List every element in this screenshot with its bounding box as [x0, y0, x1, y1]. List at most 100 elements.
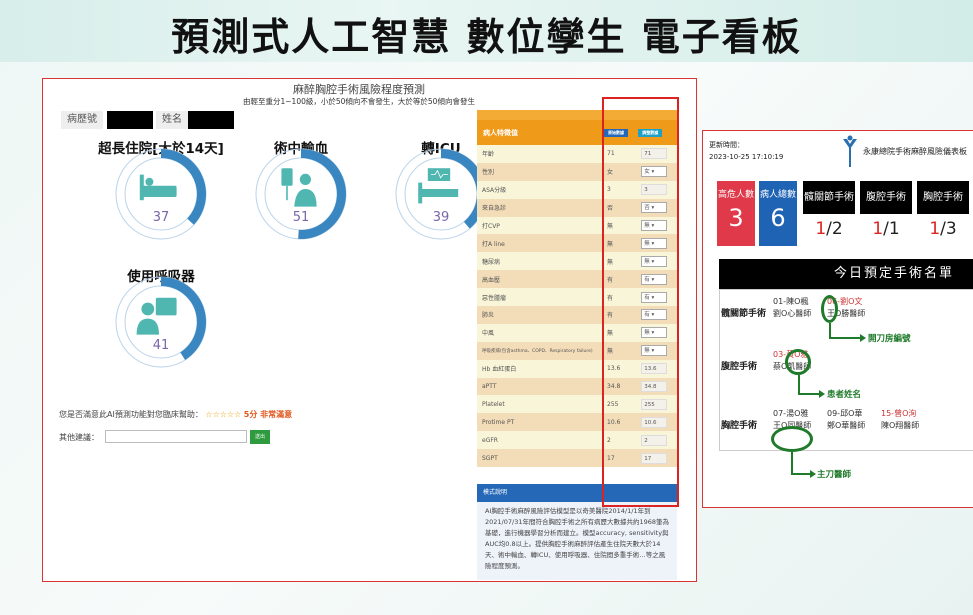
rating-score: 5分 非常滿意	[243, 410, 293, 419]
feature-value: 13.6	[602, 359, 637, 378]
high-risk-card: 高危人數 3	[717, 181, 755, 246]
adjust-data-button[interactable]: 調整數據	[638, 129, 663, 137]
feature-name: aPTT	[477, 377, 602, 396]
feature-select[interactable]: 無 ▾	[641, 327, 668, 339]
table-row: 糖尿病無無 ▾	[477, 252, 677, 271]
feature-input[interactable]: 17	[641, 452, 668, 464]
feature-value: 71	[602, 145, 637, 163]
feature-value: 10.6	[602, 413, 637, 432]
feature-value: 無	[602, 216, 637, 235]
category-fraction: 1/2	[815, 219, 843, 239]
feature-name: 中風	[477, 323, 602, 342]
suggestion-label: 其他建議：	[59, 433, 99, 442]
feature-select[interactable]: 有 ▾	[641, 273, 668, 285]
annotation-ring-patient	[785, 349, 811, 375]
category-fraction: 1/3	[929, 219, 957, 239]
update-value: 2023-10-25 17:10:19	[709, 153, 784, 161]
feature-input[interactable]: 255	[641, 398, 668, 410]
feature-name: 高血壓	[477, 270, 602, 289]
category-card: 髖關節手術	[803, 181, 855, 214]
schedule-item[interactable]: 07-湯O雅 王O同醫師	[773, 409, 812, 430]
table-row: SGPT 17 17	[477, 449, 677, 468]
table-row: 中風無無 ▾	[477, 323, 677, 342]
total-label: 病人總數	[759, 190, 796, 200]
hospital-logo-icon	[843, 135, 857, 167]
model-description-text: AI胸腔手術麻醉風險評估模型是以奇美醫院2014/1/1年到2021/07/31…	[477, 502, 677, 580]
suggestion-input[interactable]	[105, 430, 247, 443]
slide-title: 預測式人工智慧 數位孿生 電子看板	[171, 15, 802, 59]
table-row: Hb 血紅蛋白 13.6 13.6	[477, 359, 677, 378]
feature-select[interactable]: 無 ▾	[641, 220, 668, 231]
feature-select[interactable]: 有 ▾	[641, 291, 668, 303]
feature-value: 無	[602, 323, 637, 342]
feature-name: Hb 血紅蛋白	[477, 359, 602, 378]
annotation-room: 開刀房編號	[868, 334, 911, 344]
feature-value: 無	[602, 252, 637, 271]
feature-value: 34.8	[602, 377, 637, 396]
ventilator-icon	[136, 297, 177, 335]
schedule-item[interactable]: 15-曾O洵 陳O翔醫師	[881, 409, 920, 430]
feature-input[interactable]: 3	[641, 184, 668, 196]
feature-name: eGFR	[477, 431, 602, 450]
annotation-ring-surgeon	[771, 426, 813, 452]
bed-icon	[139, 174, 177, 201]
icu-bed-icon	[418, 168, 459, 204]
table-row: 惡性腫瘤有有 ▾	[477, 288, 677, 307]
risk-arc	[441, 149, 486, 229]
feature-name: 糖尿病	[477, 252, 602, 271]
feature-select[interactable]: 否 ▾	[641, 202, 668, 214]
category-card: 腹腔手術	[860, 181, 912, 214]
schedule-category: 胸腔手術	[721, 421, 758, 431]
risk-value: 37	[152, 210, 170, 225]
annotation-patient: 患者姓名	[827, 390, 862, 400]
rating-stars[interactable]: ☆☆☆☆☆	[205, 410, 242, 419]
feature-name: ASA分級	[477, 180, 602, 199]
schedule-item[interactable]: 09-邱O華 鄭O華醫師	[827, 409, 866, 430]
feature-value: 女	[602, 162, 637, 181]
table-row: 肺炎有有 ▾	[477, 306, 677, 324]
feature-name: Protime PT	[477, 413, 602, 432]
feature-input[interactable]: 2	[641, 434, 668, 446]
risk-value: 51	[292, 210, 310, 225]
table-row: eGFR 2 2	[477, 431, 677, 450]
table-row: 高血壓有有 ▾	[477, 270, 677, 289]
rating-question: 您是否滿意此AI預測功能對您臨床幫助：	[59, 410, 203, 419]
feature-input[interactable]: 34.8	[641, 381, 668, 393]
annotation-ring-room	[821, 295, 838, 323]
feature-name: SGPT	[477, 449, 602, 468]
feature-value: 255	[602, 395, 637, 414]
feature-input[interactable]: 10.6	[641, 416, 668, 428]
submit-button[interactable]: 送出	[250, 430, 270, 444]
feature-value: 無	[602, 234, 637, 253]
risk-donut	[115, 148, 207, 240]
feature-value: 17	[602, 449, 637, 468]
schedule-item[interactable]: 06-劉O文 王O勝醫師	[827, 297, 866, 318]
table-row: 打A line 無無 ▾	[477, 234, 677, 253]
feature-name: 性別	[477, 162, 602, 181]
model-description-header: 模式說明	[477, 484, 677, 502]
feature-name: Platelet	[477, 395, 602, 414]
update-label: 更新時間：	[709, 141, 744, 149]
feature-select[interactable]: 女 ▾	[641, 166, 668, 178]
risk-prediction-panel: 麻醉胸腔手術風險程度預測 由輕至重分1~100級，小於50傾向不會發生，大於等於…	[42, 78, 697, 582]
feature-select[interactable]: 有 ▾	[641, 309, 668, 321]
original-data-button[interactable]: 原始數據	[604, 129, 628, 137]
table-row: 呼吸疾病(包含asthma、COPD、Respiratory failure) 無…	[477, 341, 677, 360]
table-row: 打CVP 無無 ▾	[477, 216, 677, 235]
feature-select[interactable]: 無 ▾	[641, 345, 668, 357]
table-row: ASA分級 3 3	[477, 180, 677, 199]
risk-value: 39	[432, 210, 450, 225]
feature-name: 惡性腫瘤	[477, 288, 602, 307]
record-redacted	[107, 111, 153, 129]
feature-select[interactable]: 無 ▾	[641, 237, 668, 249]
feature-name: 打A line	[477, 234, 602, 253]
category-card: 胸腔手術	[917, 181, 969, 214]
feature-input[interactable]: 71	[641, 148, 668, 160]
risk-arc	[161, 277, 206, 360]
table-row: 來自急診否否 ▾	[477, 198, 677, 217]
feature-name: 打CVP	[477, 216, 602, 235]
feature-select[interactable]: 無 ▾	[641, 255, 668, 267]
feature-name: 肺炎	[477, 306, 602, 324]
schedule-item[interactable]: 01-陳O楓 劉O心醫師	[773, 297, 812, 318]
feature-input[interactable]: 13.6	[641, 363, 668, 375]
